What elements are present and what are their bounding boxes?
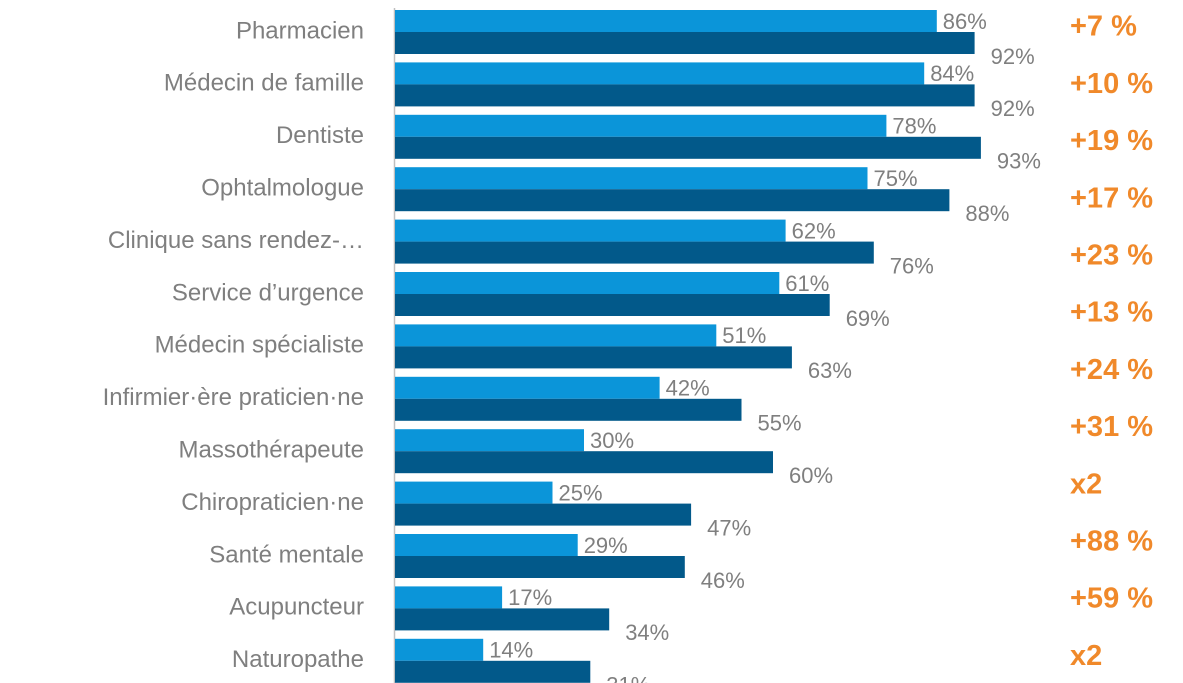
value-label: 78% bbox=[892, 114, 936, 139]
bar bbox=[395, 398, 742, 421]
value-label: 51% bbox=[722, 323, 766, 348]
value-label: 29% bbox=[584, 533, 628, 558]
bar bbox=[395, 481, 553, 504]
annotation: +31 % bbox=[1070, 411, 1153, 443]
bar bbox=[395, 32, 975, 54]
category-label: Chiropraticien·ne bbox=[181, 489, 364, 516]
category-label: Ophtalmologue bbox=[201, 175, 364, 202]
value-label: 17% bbox=[508, 585, 552, 610]
value-label: 30% bbox=[590, 428, 634, 453]
bar bbox=[395, 376, 660, 399]
bar bbox=[395, 429, 584, 452]
bar bbox=[395, 451, 773, 474]
bar bbox=[395, 586, 503, 609]
annotation: +59 % bbox=[1070, 583, 1153, 615]
bar bbox=[395, 10, 937, 32]
annotation: +10 % bbox=[1070, 68, 1153, 100]
bar bbox=[395, 167, 868, 190]
bar bbox=[395, 272, 780, 294]
category-label: Clinique sans rendez-… bbox=[108, 227, 364, 254]
bar bbox=[395, 294, 830, 316]
value-label: 61% bbox=[785, 271, 829, 296]
value-label: 34% bbox=[625, 620, 669, 645]
category-label: Dentiste bbox=[276, 122, 364, 149]
value-label: 86% bbox=[943, 9, 987, 34]
category-label: Pharmacien bbox=[236, 17, 364, 44]
value-label: 46% bbox=[701, 568, 745, 593]
bar bbox=[395, 556, 685, 578]
bar bbox=[395, 114, 887, 137]
value-label: 47% bbox=[707, 515, 751, 540]
value-label: 92% bbox=[991, 96, 1035, 121]
annotation: x2 bbox=[1070, 468, 1102, 500]
category-label: Acupuncteur bbox=[229, 594, 364, 621]
value-label: 92% bbox=[991, 44, 1035, 69]
category-label: Service d’urgence bbox=[172, 279, 364, 306]
bar bbox=[395, 219, 786, 242]
category-label: Santé mentale bbox=[209, 541, 364, 568]
bar bbox=[395, 189, 950, 212]
bar bbox=[395, 608, 610, 631]
annotation: +19 % bbox=[1070, 125, 1153, 157]
annotation: +88 % bbox=[1070, 525, 1153, 557]
bar bbox=[395, 84, 975, 107]
annotation: +13 % bbox=[1070, 297, 1153, 329]
value-label: 69% bbox=[846, 306, 890, 331]
bar bbox=[395, 503, 692, 526]
bar bbox=[395, 324, 717, 347]
value-label: 31% bbox=[606, 673, 650, 683]
bar bbox=[395, 241, 874, 264]
value-label: 62% bbox=[792, 218, 836, 243]
value-label: 25% bbox=[559, 480, 603, 505]
annotation: +7 % bbox=[1070, 11, 1137, 43]
bar bbox=[395, 660, 591, 683]
value-label: 60% bbox=[789, 463, 833, 488]
category-label: Naturopathe bbox=[232, 646, 364, 673]
value-label: 14% bbox=[489, 638, 533, 663]
value-label: 55% bbox=[758, 411, 802, 436]
value-label: 42% bbox=[666, 376, 710, 401]
bar bbox=[395, 638, 484, 661]
annotation: x2 bbox=[1070, 640, 1102, 672]
value-label: 93% bbox=[997, 149, 1041, 174]
bar bbox=[395, 534, 578, 556]
value-label: 84% bbox=[930, 61, 974, 86]
category-label: Médecin spécialiste bbox=[155, 332, 364, 359]
category-label: Infirmier·ère praticien·ne bbox=[103, 384, 364, 411]
annotation: +23 % bbox=[1070, 239, 1153, 271]
annotation: +17 % bbox=[1070, 182, 1153, 214]
value-label: 63% bbox=[808, 358, 852, 383]
value-label: 75% bbox=[874, 166, 918, 191]
bar bbox=[395, 62, 925, 85]
category-label: Massothérapeute bbox=[179, 437, 364, 464]
annotation: +24 % bbox=[1070, 354, 1153, 386]
bar bbox=[395, 346, 792, 369]
category-label: Médecin de famille bbox=[164, 70, 364, 97]
value-label: 88% bbox=[965, 201, 1009, 226]
value-label: 76% bbox=[890, 253, 934, 278]
bar bbox=[395, 136, 981, 159]
